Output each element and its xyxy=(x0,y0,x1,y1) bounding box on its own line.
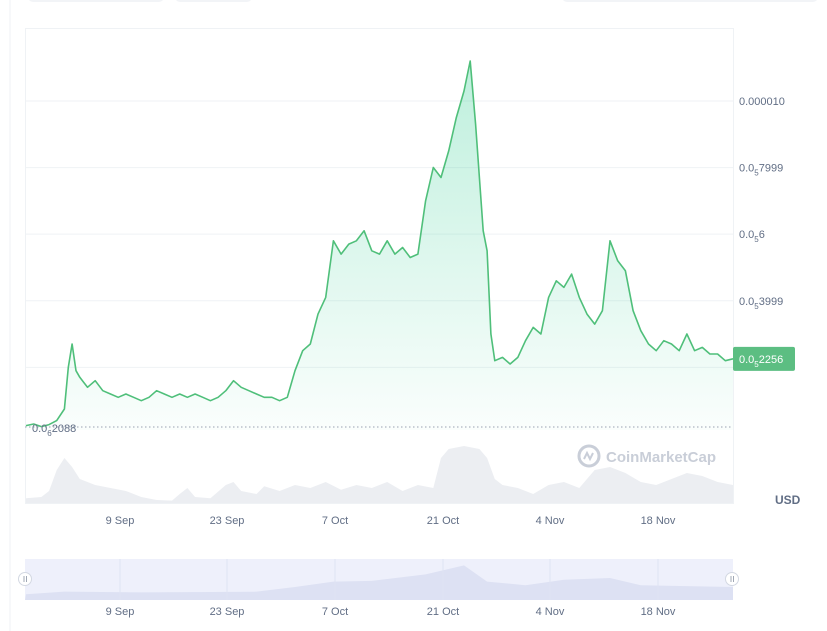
x-tick-label: 18 Nov xyxy=(641,515,676,527)
plot-frame xyxy=(25,28,734,504)
y-tick-label: 0.000010 xyxy=(739,96,785,108)
navigator-tick-label: 4 Nov xyxy=(536,606,565,618)
price-area xyxy=(25,60,734,430)
navigator-x-axis: 9 Sep 23 Sep 7 Oct 21 Oct 4 Nov 18 Nov xyxy=(106,606,676,618)
y-tick-label: 0.053999 xyxy=(739,296,783,311)
volume-area xyxy=(26,446,733,503)
x-tick-label: 9 Sep xyxy=(106,515,135,527)
price-fill xyxy=(26,61,733,430)
navigator-tick-label: 21 Oct xyxy=(427,606,459,618)
x-tick-label: 7 Oct xyxy=(322,515,348,527)
y-tick-label: 0.057999 xyxy=(739,163,783,178)
navigator-tick-label: 9 Sep xyxy=(106,606,135,618)
coinmarketcap-logo: CoinMarketCap xyxy=(577,444,716,468)
toolbar-pill-left[interactable] xyxy=(28,0,164,2)
x-tick-label: 4 Nov xyxy=(536,515,565,527)
volume-bars xyxy=(26,446,733,503)
navigator-tick-label: 23 Sep xyxy=(210,606,245,618)
current-price-tag: 0.052256 xyxy=(733,346,795,371)
navigator-handle-right[interactable] xyxy=(725,572,739,586)
navigator-series xyxy=(25,559,733,600)
navigator-tick-label: 18 Nov xyxy=(641,606,676,618)
low-marker-label: 0.062088 xyxy=(32,423,76,438)
currency-label[interactable]: USD xyxy=(775,493,801,507)
x-tick-label: 21 Oct xyxy=(427,515,459,527)
x-axis: 9 Sep 23 Sep 7 Oct 21 Oct 4 Nov 18 Nov xyxy=(106,515,676,527)
x-tick-label: 23 Sep xyxy=(210,515,245,527)
y-tick-label: 0.056 xyxy=(739,229,765,244)
toolbar-pill-mid[interactable] xyxy=(175,0,252,2)
y-axis: 0.000010 0.057999 0.056 0.053999 xyxy=(739,96,785,311)
navigator-area xyxy=(25,565,733,600)
price-line xyxy=(25,60,734,428)
svg-text:0.052256: 0.052256 xyxy=(739,354,783,369)
navigator-handle-left[interactable] xyxy=(18,572,32,586)
toolbar-pill-right[interactable] xyxy=(562,0,818,2)
navigator-tick-label: 7 Oct xyxy=(322,606,348,618)
watermark-text: CoinMarketCap xyxy=(606,449,716,466)
